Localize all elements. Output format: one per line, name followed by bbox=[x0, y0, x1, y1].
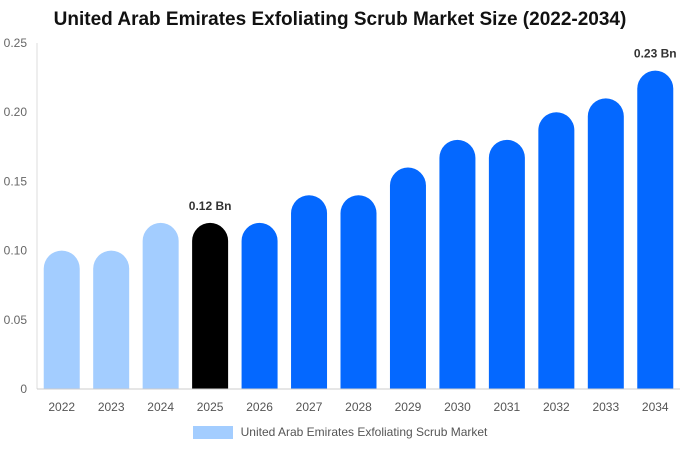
y-axis-ticks: 0 0.05 0.10 0.15 0.20 0.25 bbox=[4, 36, 28, 396]
y-tick-label: 0.10 bbox=[4, 244, 28, 258]
x-axis-ticks: 2022 2023 2024 2025 2026 2027 2028 2029 2030 2031… bbox=[48, 400, 669, 414]
data-label: 0.23 Bn bbox=[634, 47, 677, 61]
x-tick-label: 2032 bbox=[543, 400, 570, 414]
x-tick-label: 2024 bbox=[147, 400, 174, 414]
chart-title: United Arab Emirates Exfoliating Scrub M… bbox=[53, 9, 627, 30]
data-label: 0.12 Bn bbox=[189, 199, 232, 213]
legend-label: United Arab Emirates Exfoliating Scrub M… bbox=[240, 425, 488, 439]
x-tick-label: 2022 bbox=[48, 400, 75, 414]
bar-2024 bbox=[142, 222, 179, 389]
x-tick-label: 2027 bbox=[296, 400, 323, 414]
x-tick-label: 2029 bbox=[395, 400, 422, 414]
data-annotations: 0.12 Bn 0.23 Bn bbox=[189, 47, 677, 213]
legend: United Arab Emirates Exfoliating Scrub M… bbox=[0, 425, 680, 439]
x-tick-label: 2034 bbox=[642, 400, 669, 414]
x-tick-label: 2026 bbox=[246, 400, 273, 414]
y-tick-label: 0.20 bbox=[4, 105, 28, 119]
bar-2031 bbox=[488, 139, 525, 389]
bar-2027 bbox=[291, 195, 328, 389]
bar-2033 bbox=[587, 98, 624, 390]
y-tick-label: 0.15 bbox=[4, 174, 28, 188]
x-tick-label: 2031 bbox=[494, 400, 521, 414]
bar-2030 bbox=[439, 139, 476, 389]
x-tick-label: 2028 bbox=[345, 400, 372, 414]
bar-2026 bbox=[241, 222, 278, 389]
bar-2029 bbox=[389, 167, 426, 389]
bar-2025 bbox=[192, 222, 229, 389]
bar-series bbox=[43, 70, 674, 390]
y-tick-label: 0 bbox=[20, 382, 27, 396]
bar-2028 bbox=[340, 195, 377, 389]
bar-2032 bbox=[538, 112, 575, 389]
x-tick-label: 2030 bbox=[444, 400, 471, 414]
x-tick-label: 2023 bbox=[98, 400, 125, 414]
y-tick-label: 0.05 bbox=[4, 313, 28, 327]
bar-2034 bbox=[637, 70, 674, 390]
x-tick-label: 2033 bbox=[592, 400, 619, 414]
bar-2022 bbox=[43, 250, 80, 389]
x-tick-label: 2025 bbox=[197, 400, 224, 414]
legend-swatch bbox=[192, 425, 233, 439]
y-tick-label: 0.25 bbox=[4, 36, 28, 50]
bar-2023 bbox=[93, 250, 130, 389]
